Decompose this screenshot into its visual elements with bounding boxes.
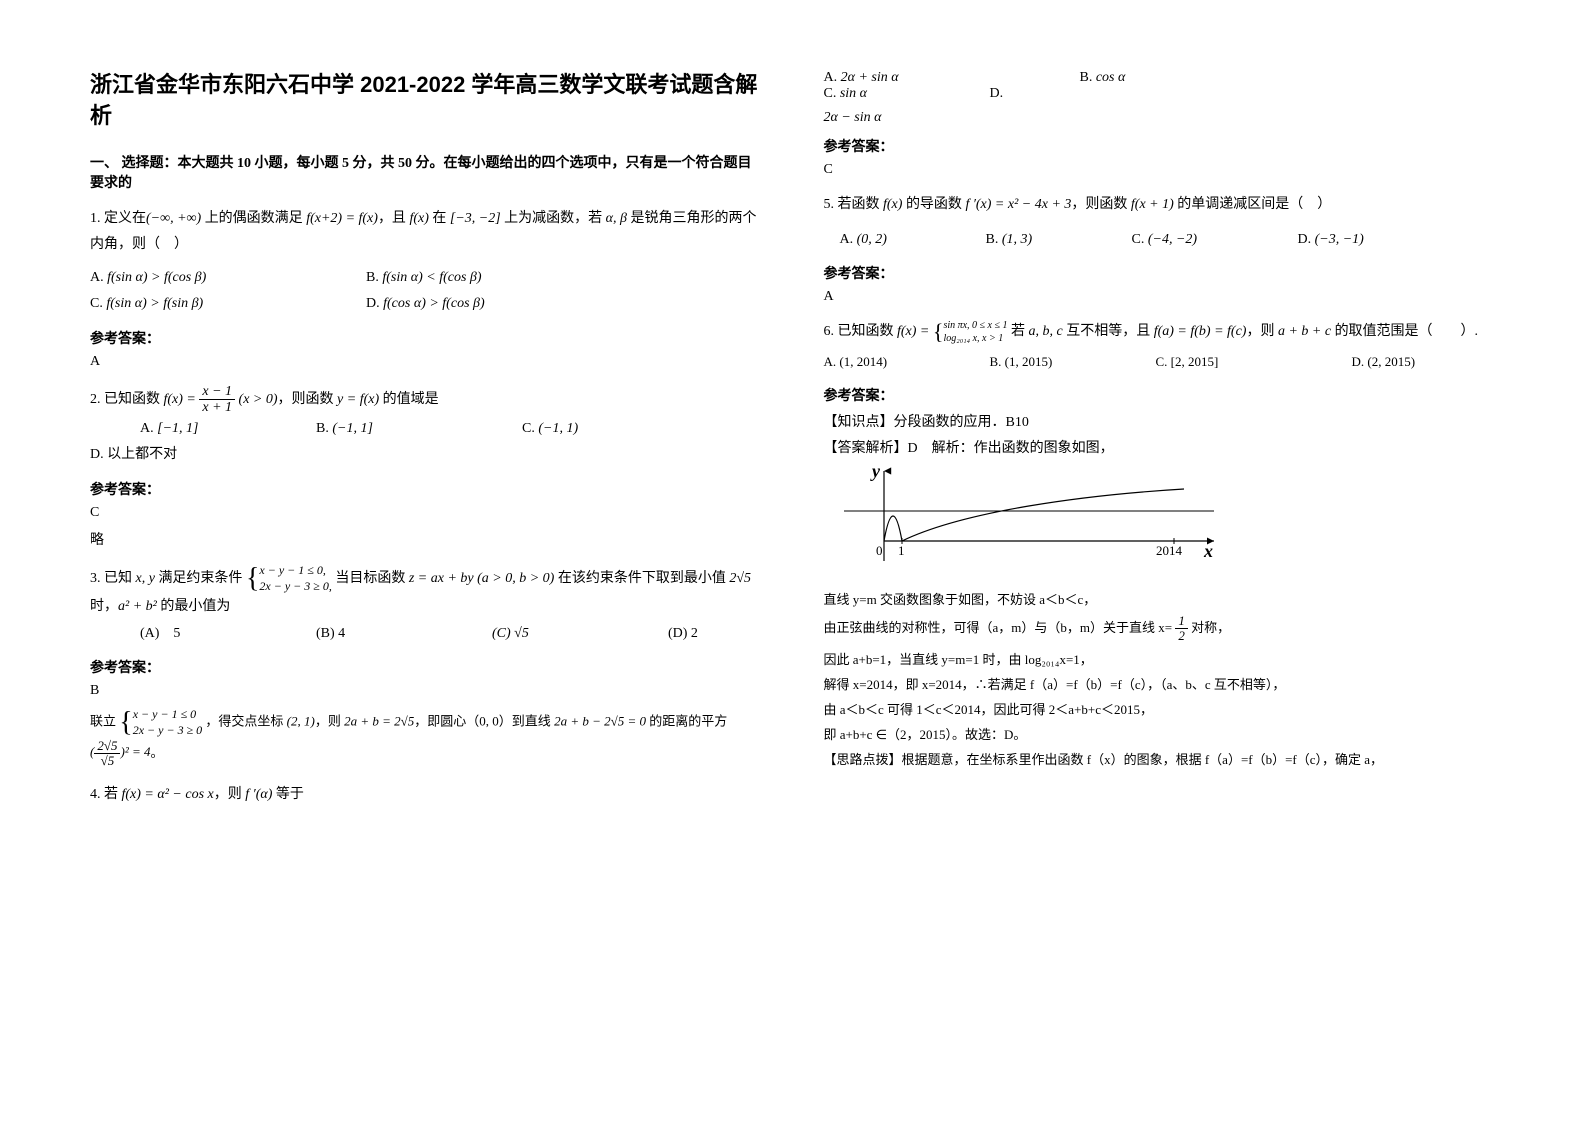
- q4-optB: B. cos α: [1080, 70, 1290, 86]
- q1-text: 1. 定义在(−∞, +∞) 上的偶函数满足 f(x+2) = f(x)，且 f…: [90, 211, 757, 253]
- ans6-line4: 由 a＜b＜c 可得 1＜c＜2014，因此可得 2＜a+b+c＜2015，: [824, 699, 1498, 718]
- ans6-line2: 因此 a+b=1，当直线 y=m=1 时，由 log₂₀₁₄x=1，: [824, 649, 1498, 668]
- ans6-line1: 由正弦曲线的对称性，可得（a，m）与（b，m）关于直线 x= 12 对称，: [824, 614, 1498, 644]
- right-column: A. 2α + sin α B. cos α C. sin α D. 2α − …: [824, 70, 1498, 1052]
- ans-3: B: [90, 683, 764, 699]
- q6-optC: C. [2, 2015]: [1156, 350, 1306, 375]
- tick-2014: 2014: [1156, 543, 1183, 558]
- question-3: 3. 已知 x, y 满足约束条件 {x − y − 1 ≤ 0,2x − y …: [90, 563, 764, 647]
- q6-optA: A. (1, 2014): [824, 350, 944, 375]
- q5-optC: C. (−4, −2): [1132, 227, 1252, 254]
- question-1: 1. 定义在(−∞, +∞) 上的偶函数满足 f(x+2) = f(x)，且 f…: [90, 206, 764, 318]
- ans-4: C: [824, 162, 1498, 178]
- q6-chart: y x 0 1 2014: [824, 461, 1224, 581]
- question-4-stem: 4. 若 f(x) = α² − cos x，则 f ′(α) 等于: [90, 782, 764, 809]
- q6-optB: B. (1, 2015): [990, 350, 1110, 375]
- ans-label-5: 参考答案：: [824, 263, 1498, 283]
- q5-optD: D. (−3, −1): [1298, 227, 1364, 254]
- ans-label-3: 参考答案：: [90, 657, 764, 677]
- y-axis-label: y: [870, 461, 881, 481]
- ans-label-6: 参考答案：: [824, 385, 1498, 405]
- ans6-line3: 解得 x=2014，即 x=2014，∴若满足 f（a）=f（b）=f（c），（…: [824, 674, 1498, 693]
- q2-optC: C. (−1, 1): [522, 416, 672, 443]
- q4-optA: A. 2α + sin α: [824, 70, 1034, 86]
- x-axis-label: x: [1203, 541, 1213, 561]
- q4-optD: D.: [990, 86, 1004, 102]
- q3-optD: (D) 2: [668, 621, 698, 648]
- ans6-kp: 【知识点】分段函数的应用．B10: [824, 411, 1498, 431]
- ans-label-4: 参考答案：: [824, 136, 1498, 156]
- q3-optA: (A) 5: [140, 621, 270, 648]
- q5-optB: B. (1, 3): [986, 227, 1086, 254]
- q5-optA: A. (0, 2): [840, 227, 940, 254]
- log-segment: [902, 489, 1184, 541]
- page-title: 浙江省金华市东阳六石中学 2021-2022 学年高三数学文联考试题含解析: [90, 70, 764, 132]
- ans6-sol-head: 【答案解析】D 解析：作出函数的图象如图，: [824, 437, 1498, 457]
- question-2: 2. 已知函数 f(x) = x − 1x + 1 (x > 0)，则函数 y …: [90, 384, 764, 469]
- ans6-line5: 即 a+b+c ∈（2，2015）。故选：D。: [824, 724, 1498, 743]
- ans6-hint: 【思路点拨】根据题意，在坐标系里作出函数 f（x）的图象，根据 f（a）=f（b…: [824, 749, 1498, 768]
- ans6-line0: 直线 y=m 交函数图象于如图，不妨设 a＜b＜c，: [824, 589, 1498, 608]
- sine-segment: [884, 516, 902, 541]
- question-4-opts: A. 2α + sin α B. cos α C. sin α D.: [824, 70, 1498, 102]
- question-6: 6. 已知函数 f(x) = {sin πx, 0 ≤ x ≤ 1log₂₀₁₄…: [824, 319, 1498, 375]
- q2-optD: D. 以上都不对: [90, 442, 177, 469]
- tick-0: 0: [876, 543, 883, 558]
- tick-1: 1: [898, 543, 905, 558]
- left-column: 浙江省金华市东阳六石中学 2021-2022 学年高三数学文联考试题含解析 一、…: [90, 70, 764, 1052]
- q2-optA: A. [−1, 1]: [140, 416, 270, 443]
- ans-2-note: 略: [90, 529, 764, 549]
- q4-optD-val: 2α − sin α: [824, 110, 882, 125]
- q3-optC: (C) √5: [492, 621, 622, 648]
- q1-optD: D. f(cos α) > f(cos β): [366, 291, 485, 318]
- q2-optB: B. (−1, 1]: [316, 416, 476, 443]
- ans-label-2: 参考答案：: [90, 479, 764, 499]
- q1-optB: B. f(sin α) < f(cos β): [366, 265, 482, 292]
- sol-3: 联立 {x − y − 1 ≤ 02x − y − 3 ≥ 0 ，得交点坐标 (…: [90, 707, 764, 768]
- q1-optA: A. f(sin α) > f(cos β): [90, 265, 320, 292]
- question-5: 5. 若函数 f(x) 的导函数 f ′(x) = x² − 4x + 3，则函…: [824, 192, 1498, 253]
- q6-optD: D. (2, 2015): [1352, 350, 1416, 375]
- section-header: 一、 选择题：本大题共 10 小题，每小题 5 分，共 50 分。在每小题给出的…: [90, 152, 764, 192]
- ans-1: A: [90, 354, 764, 370]
- q1-optC: C. f(sin α) > f(sin β): [90, 291, 320, 318]
- ans-2: C: [90, 505, 764, 521]
- q3-optB: (B) 4: [316, 621, 446, 648]
- ans-label-1: 参考答案：: [90, 328, 764, 348]
- ans-5: A: [824, 289, 1498, 305]
- q4-optC: C. sin α: [824, 86, 944, 102]
